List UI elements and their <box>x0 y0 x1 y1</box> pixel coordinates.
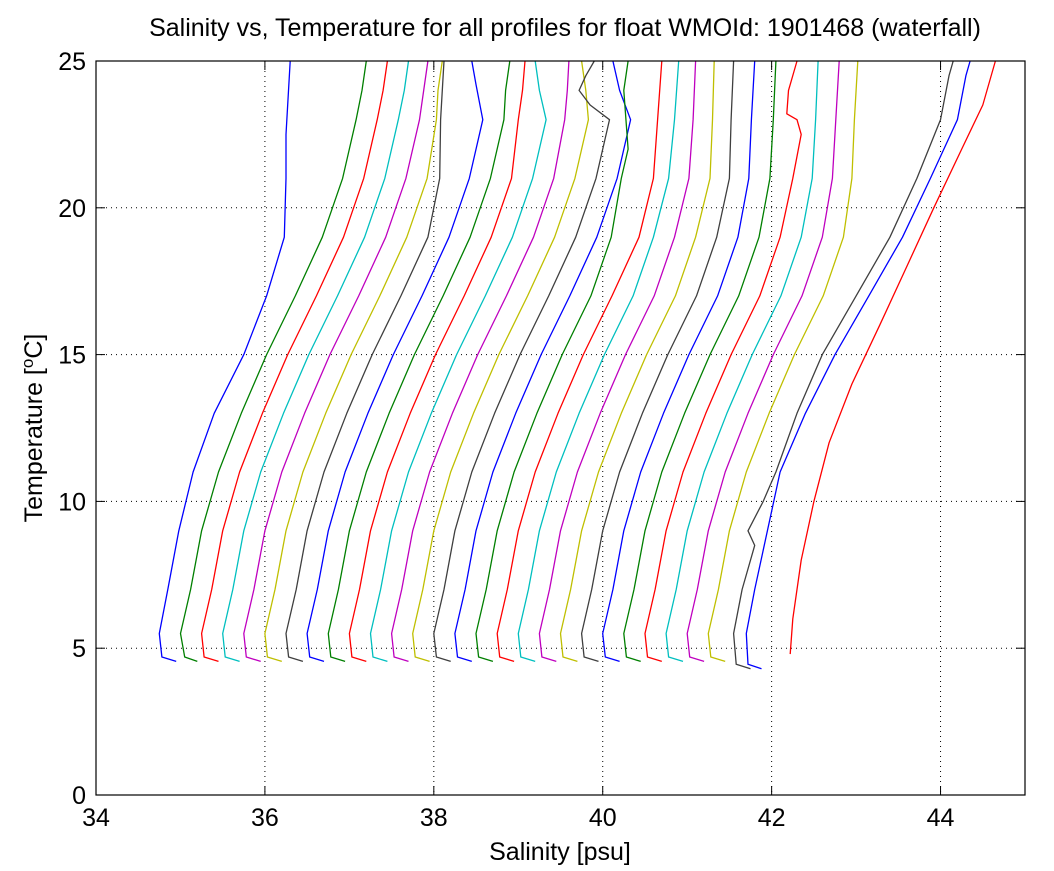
profile-line-7 <box>285 60 445 663</box>
profile-line-8 <box>306 60 484 663</box>
x-tick-label: 36 <box>251 804 279 832</box>
profile-line-18 <box>517 60 680 663</box>
y-tick-label: 0 <box>72 782 86 810</box>
axis-ticks <box>95 60 1025 796</box>
profile-line-9 <box>327 60 511 663</box>
profile-line-13 <box>412 60 590 663</box>
profile-line-3 <box>200 60 389 663</box>
y-tick-label: 5 <box>72 635 86 663</box>
y-tick-label: 10 <box>58 488 86 516</box>
y-axis-label: Temperature [oC] <box>18 334 48 523</box>
profile-line-24 <box>644 60 802 663</box>
x-axis-label: Salinity [psu] <box>489 838 631 866</box>
profile-line-11 <box>369 60 547 663</box>
axes-box <box>95 60 1026 796</box>
y-tick-labels: 0 5 10 15 20 25 <box>58 48 86 810</box>
plot-area <box>158 60 997 670</box>
x-tick-label: 38 <box>420 804 448 832</box>
y-tick-label: 15 <box>58 342 86 370</box>
profile-line-14 <box>433 60 611 663</box>
profile-line-17 <box>496 60 663 663</box>
y-tick-label: 20 <box>58 195 86 223</box>
profile-line-22 <box>602 60 756 663</box>
profile-line-28 <box>732 60 954 670</box>
profile-line-2 <box>179 60 367 663</box>
profile-line-5 <box>243 60 429 663</box>
profile-line-27 <box>707 60 859 663</box>
profile-line-16 <box>475 60 629 663</box>
profile-line-21 <box>580 60 735 663</box>
profile-line-25 <box>665 60 819 663</box>
x-tick-label: 34 <box>82 804 110 832</box>
profile-line-20 <box>559 60 715 663</box>
y-axis-label-main: Temperature [ <box>20 368 48 522</box>
profile-line-1 <box>158 60 291 663</box>
profile-line-26 <box>686 60 840 663</box>
profile-line-29 <box>745 60 971 670</box>
x-tick-label: 42 <box>758 804 786 832</box>
profile-line-23 <box>623 60 777 663</box>
chart-title: Salinity vs, Temperature for all profile… <box>149 14 981 42</box>
x-tick-label: 44 <box>927 804 955 832</box>
y-tick-label: 25 <box>58 48 86 76</box>
profile-line-30 <box>789 60 997 655</box>
profile-line-6 <box>264 60 443 663</box>
x-tick-label: 40 <box>589 804 617 832</box>
y-axis-label-superscript: o <box>18 359 37 368</box>
profile-line-15 <box>454 60 632 663</box>
x-tick-labels: 34 36 38 40 42 44 <box>82 804 954 832</box>
profile-line-19 <box>538 60 697 663</box>
profile-line-12 <box>390 60 570 663</box>
y-axis-label-unit: C] <box>20 334 48 359</box>
profile-line-10 <box>348 60 526 663</box>
profile-line-4 <box>222 60 410 663</box>
